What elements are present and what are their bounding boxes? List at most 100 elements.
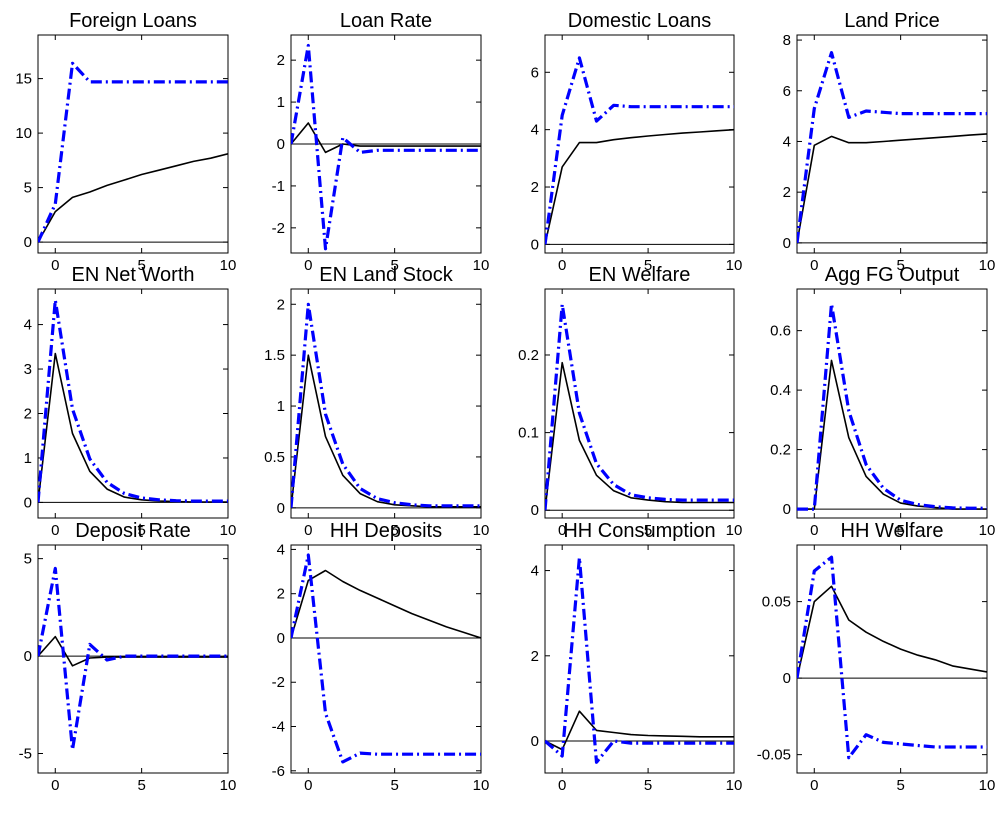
y-tick-label: 5 — [24, 551, 32, 568]
subplot-4: Land Price0 5 1002468 — [783, 10, 996, 274]
subplot-title: EN Welfare — [589, 264, 691, 286]
x-tick-label: 5 — [137, 777, 145, 794]
x-tick-label: 0 — [810, 777, 818, 794]
subplot-5: EN Net Worth 0 5 10 0 1 2 3 4 — [24, 264, 237, 539]
subplot-title: Agg FG Output — [825, 264, 960, 286]
y-tick-label: 0.05 — [762, 594, 791, 611]
y-tick-label: -0.05 — [757, 747, 791, 764]
x-tick-label: 10 — [220, 522, 237, 539]
y-tick-label: -5 — [19, 746, 32, 763]
x-tick-label: 0 — [810, 257, 818, 274]
subplot-11: HH Consumption 0 5 10 0 2 4 — [531, 520, 743, 794]
subplot-title: Loan Rate — [340, 10, 432, 32]
y-tick-label: 0.2 — [770, 442, 791, 459]
subplot-title: Domestic Loans — [568, 10, 711, 32]
y-tick-label: 15 — [15, 71, 32, 88]
x-tick-label: 5 — [390, 777, 398, 794]
y-tick-label: -6 — [272, 763, 285, 780]
plot-frame — [797, 545, 987, 773]
y-tick-label: -2 — [272, 674, 285, 691]
subplot-title: HH Welfare — [841, 520, 944, 542]
y-tick-label: 2 — [783, 184, 791, 201]
y-tick-label: 0 — [531, 502, 539, 519]
subplot-10: HH Deposits 0 5 10 -6 -4 -2 0 2 4 — [272, 520, 490, 794]
subplot-title: EN Land Stock — [319, 264, 453, 286]
y-tick-label: 0 — [24, 234, 32, 251]
y-tick-label: 0 — [783, 235, 791, 252]
x-tick-label: 10 — [726, 257, 743, 274]
x-tick-label: 0 — [558, 777, 566, 794]
y-tick-label: 3 — [24, 361, 32, 378]
y-tick-label: 1.5 — [264, 347, 285, 364]
y-tick-label: 0.2 — [518, 347, 539, 364]
y-tick-label: 8 — [783, 32, 791, 49]
y-tick-label: -1 — [272, 178, 285, 195]
y-tick-label: 0 — [783, 501, 791, 518]
plot-frame — [38, 35, 228, 253]
x-tick-label: 0 — [51, 777, 59, 794]
y-tick-label: 4 — [531, 122, 539, 139]
x-tick-label: 10 — [726, 522, 743, 539]
y-tick-label: 2 — [277, 296, 285, 313]
x-tick-label: 0 — [51, 522, 59, 539]
y-tick-label: 0 — [277, 500, 285, 517]
subplot-7: EN Welfare 0 5 10 0 0.1 0.2 — [518, 264, 742, 539]
x-tick-label: 0 — [304, 777, 312, 794]
subplot-9: Deposit Rate 0 5 10 -5 0 5 — [19, 520, 237, 794]
y-tick-label: 0 — [531, 236, 539, 253]
plot-frame — [545, 545, 734, 773]
y-tick-label: 6 — [531, 64, 539, 81]
y-tick-label: 2 — [277, 586, 285, 603]
y-tick-label: -4 — [272, 719, 285, 736]
y-tick-label: 1 — [24, 450, 32, 467]
y-tick-label: 4 — [783, 133, 791, 150]
x-tick-label: 0 — [304, 257, 312, 274]
plot-frame — [38, 545, 228, 773]
subplot-title: Land Price — [844, 10, 940, 32]
plot-frame — [545, 289, 734, 518]
y-tick-label: 5 — [24, 180, 32, 197]
x-tick-label: 10 — [726, 777, 743, 794]
x-tick-label: 10 — [979, 777, 996, 794]
x-tick-label: 10 — [473, 522, 490, 539]
subplot-3: Domestic Loans 0 5 10 0 2 4 6 — [531, 10, 743, 274]
subplot-title: HH Deposits — [330, 520, 442, 542]
y-tick-label: -2 — [272, 220, 285, 237]
y-tick-label: 0 — [277, 630, 285, 647]
x-tick-label: 5 — [896, 777, 904, 794]
y-tick-label: 0 — [783, 670, 791, 687]
x-tick-label: 0 — [51, 257, 59, 274]
x-tick-label: 10 — [979, 257, 996, 274]
y-tick-label: 1 — [277, 94, 285, 111]
x-tick-label: 10 — [473, 257, 490, 274]
subplot-title: Foreign Loans — [69, 10, 197, 32]
y-tick-label: 4 — [24, 317, 32, 334]
x-tick-label: 10 — [473, 777, 490, 794]
subplot-title: HH Consumption — [563, 520, 715, 542]
subplot-12: HH Welfare 0 5 10 -0.05 0 0.05 — [757, 520, 996, 794]
y-tick-label: 0 — [277, 136, 285, 153]
y-tick-label: 4 — [531, 563, 539, 580]
y-tick-label: 10 — [15, 125, 32, 142]
y-tick-label: 0 — [24, 494, 32, 511]
y-tick-label: 0.6 — [770, 323, 791, 340]
y-tick-label: 2 — [531, 648, 539, 665]
y-tick-label: 0.5 — [264, 449, 285, 466]
subplot-8: Agg FG Output 0 5 10 0 0.2 0.4 0.6 — [770, 264, 995, 539]
x-tick-label: 5 — [644, 777, 652, 794]
x-tick-label: 0 — [558, 257, 566, 274]
y-tick-label: 0 — [24, 648, 32, 665]
y-tick-label: 4 — [277, 541, 285, 558]
y-tick-label: 0.1 — [518, 425, 539, 442]
y-tick-label: 2 — [531, 179, 539, 196]
x-tick-label: 0 — [304, 522, 312, 539]
y-tick-label: 1 — [277, 398, 285, 415]
subplot-title: EN Net Worth — [72, 264, 195, 286]
subplot-title: Deposit Rate — [75, 520, 191, 542]
x-tick-label: 10 — [979, 522, 996, 539]
y-tick-label: 0.4 — [770, 382, 791, 399]
y-tick-label: 0 — [531, 733, 539, 750]
plot-frame — [291, 289, 481, 518]
x-tick-label: 10 — [220, 777, 237, 794]
